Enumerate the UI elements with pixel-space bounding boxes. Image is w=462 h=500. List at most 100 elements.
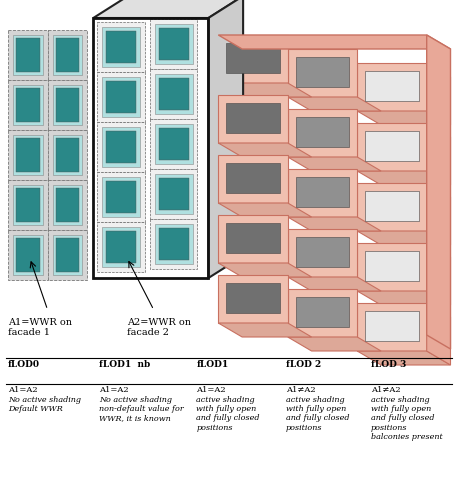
Text: A1≠A2: A1≠A2 [286, 386, 316, 394]
Text: fLOD1: fLOD1 [196, 360, 229, 369]
Polygon shape [296, 237, 349, 267]
Polygon shape [219, 323, 311, 337]
Polygon shape [16, 188, 40, 222]
Polygon shape [13, 85, 43, 125]
Text: fLOD1  nb: fLOD1 nb [99, 360, 151, 369]
Polygon shape [150, 69, 197, 119]
Polygon shape [55, 88, 79, 122]
Polygon shape [357, 111, 450, 125]
Polygon shape [427, 243, 450, 305]
Polygon shape [102, 127, 140, 167]
Polygon shape [288, 277, 381, 291]
Text: A1=A2: A1=A2 [99, 386, 129, 394]
Polygon shape [16, 88, 40, 122]
Polygon shape [53, 85, 82, 125]
Polygon shape [357, 231, 450, 245]
Polygon shape [296, 297, 349, 327]
Polygon shape [427, 303, 450, 365]
Polygon shape [8, 30, 48, 80]
Polygon shape [97, 72, 145, 122]
Polygon shape [427, 63, 450, 125]
Text: A1=A2: A1=A2 [196, 386, 226, 394]
Polygon shape [219, 95, 288, 143]
Polygon shape [13, 135, 43, 175]
Polygon shape [219, 203, 311, 217]
Polygon shape [102, 77, 140, 117]
Polygon shape [13, 235, 43, 275]
Polygon shape [365, 131, 419, 161]
Polygon shape [55, 138, 79, 172]
Polygon shape [365, 191, 419, 221]
Polygon shape [226, 163, 280, 193]
Polygon shape [357, 303, 427, 351]
Polygon shape [296, 57, 349, 87]
Polygon shape [48, 80, 87, 130]
Polygon shape [16, 238, 40, 272]
Polygon shape [8, 130, 48, 180]
Text: fLOD 2: fLOD 2 [286, 360, 321, 369]
Polygon shape [159, 78, 188, 110]
Polygon shape [208, 0, 243, 278]
Polygon shape [150, 119, 197, 169]
Polygon shape [48, 180, 87, 230]
Polygon shape [219, 155, 288, 203]
Polygon shape [16, 138, 40, 172]
Polygon shape [48, 130, 87, 180]
Polygon shape [219, 275, 288, 323]
Polygon shape [288, 157, 381, 171]
Polygon shape [155, 74, 193, 114]
Polygon shape [97, 122, 145, 172]
Polygon shape [427, 123, 450, 185]
Polygon shape [288, 97, 381, 111]
Polygon shape [357, 63, 427, 111]
Polygon shape [53, 185, 82, 225]
Polygon shape [288, 337, 381, 351]
Polygon shape [53, 35, 82, 75]
Polygon shape [427, 183, 450, 245]
Text: fLOD 3: fLOD 3 [371, 360, 407, 369]
Polygon shape [159, 28, 188, 60]
Polygon shape [106, 231, 136, 263]
Polygon shape [97, 22, 145, 72]
Polygon shape [55, 38, 79, 72]
Polygon shape [155, 24, 193, 64]
Polygon shape [150, 19, 197, 69]
Polygon shape [8, 180, 48, 230]
Polygon shape [219, 215, 288, 263]
Polygon shape [8, 230, 48, 280]
Polygon shape [48, 230, 87, 280]
Polygon shape [55, 188, 79, 222]
Polygon shape [357, 291, 450, 305]
Polygon shape [288, 169, 357, 217]
Text: active shading
with fully open
and fully closed
positions: active shading with fully open and fully… [196, 396, 260, 432]
Polygon shape [296, 117, 349, 147]
Polygon shape [427, 35, 450, 349]
Text: A1≠A2: A1≠A2 [371, 386, 401, 394]
Polygon shape [13, 35, 43, 75]
Polygon shape [219, 83, 311, 97]
Polygon shape [288, 289, 357, 337]
Text: A2=WWR on
facade 2: A2=WWR on facade 2 [127, 318, 191, 338]
Polygon shape [106, 81, 136, 113]
Polygon shape [288, 229, 357, 277]
Text: active shading
with fully open
and fully closed
positions: active shading with fully open and fully… [286, 396, 349, 432]
Polygon shape [357, 351, 450, 365]
Polygon shape [288, 217, 381, 231]
Polygon shape [365, 311, 419, 341]
Polygon shape [106, 181, 136, 213]
Text: A1=A2: A1=A2 [8, 386, 37, 394]
Polygon shape [159, 228, 188, 260]
Polygon shape [53, 235, 82, 275]
Polygon shape [288, 109, 357, 157]
Polygon shape [226, 103, 280, 133]
Polygon shape [159, 178, 188, 210]
Polygon shape [219, 143, 311, 157]
Polygon shape [226, 283, 280, 313]
Polygon shape [13, 185, 43, 225]
Polygon shape [226, 223, 280, 253]
Text: No active shading
non-default value for
WWR, it is known: No active shading non-default value for … [99, 396, 184, 422]
Polygon shape [357, 183, 427, 231]
Polygon shape [296, 177, 349, 207]
Polygon shape [97, 172, 145, 222]
Polygon shape [357, 123, 427, 171]
